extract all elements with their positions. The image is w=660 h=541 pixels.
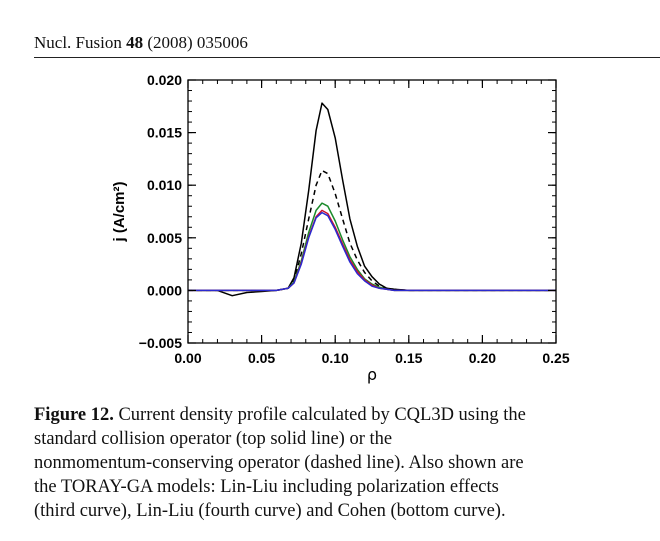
series-line-1 [188, 102, 556, 297]
series-line-4 [188, 209, 556, 292]
x-tick-label: 0.05 [248, 350, 275, 366]
caption-line-3: nonmomentum-conserving operator (dashed … [34, 453, 524, 473]
x-tick-label: 0.20 [469, 350, 496, 366]
caption-label: Figure 12. [34, 405, 114, 425]
x-tick-label: 0.15 [395, 350, 422, 366]
axes-layer [187, 79, 557, 344]
caption-line-2: standard collision operator (top solid l… [34, 429, 393, 449]
y-tick-label: 0.005 [147, 230, 182, 246]
caption-line-4: the TORAY-GA models: Lin-Liu including p… [34, 477, 499, 497]
x-axis-label: ρ [367, 365, 377, 384]
figure-caption: Figure 12. Current density profile calcu… [34, 403, 646, 523]
y-tick-label: −0.005 [139, 335, 182, 351]
x-tick-label: 0.25 [542, 350, 569, 366]
y-axis-label: j (A/cm²) [111, 181, 128, 242]
caption-line-5: (third curve), Lin-Liu (fourth curve) an… [34, 501, 506, 521]
y-tick-label: 0.020 [147, 72, 182, 88]
series-layer [188, 102, 556, 297]
journal-year-page: (2008) 035006 [147, 33, 248, 52]
caption-line-1: Figure 12. Current density profile calcu… [34, 403, 646, 427]
x-tick-label: 0.10 [322, 350, 349, 366]
y-tick-label: 0.015 [147, 125, 182, 141]
caption-text-1: Current density profile calculated by CQ… [118, 405, 526, 425]
current-density-chart: 0.00 0.05 0.10 0.15 0.20 0.25 −0.005 0.000 0.005… [111, 72, 570, 384]
y-tick-label: 0.010 [147, 177, 182, 193]
series-line-5 [188, 211, 556, 292]
x-tick-label: 0.00 [174, 350, 201, 366]
y-tick-label: 0.000 [147, 282, 182, 298]
series-line-2 [188, 169, 556, 292]
journal-name: Nucl. Fusion [34, 33, 122, 52]
journal-volume: 48 [126, 33, 144, 52]
header-rule [34, 57, 660, 58]
labels-layer: 0.00 0.05 0.10 0.15 0.20 0.25 −0.005 0.000 0.005… [111, 72, 570, 384]
plot-frame [187, 79, 557, 344]
journal-header: Nucl. Fusion 48 (2008) 035006 [34, 33, 248, 53]
